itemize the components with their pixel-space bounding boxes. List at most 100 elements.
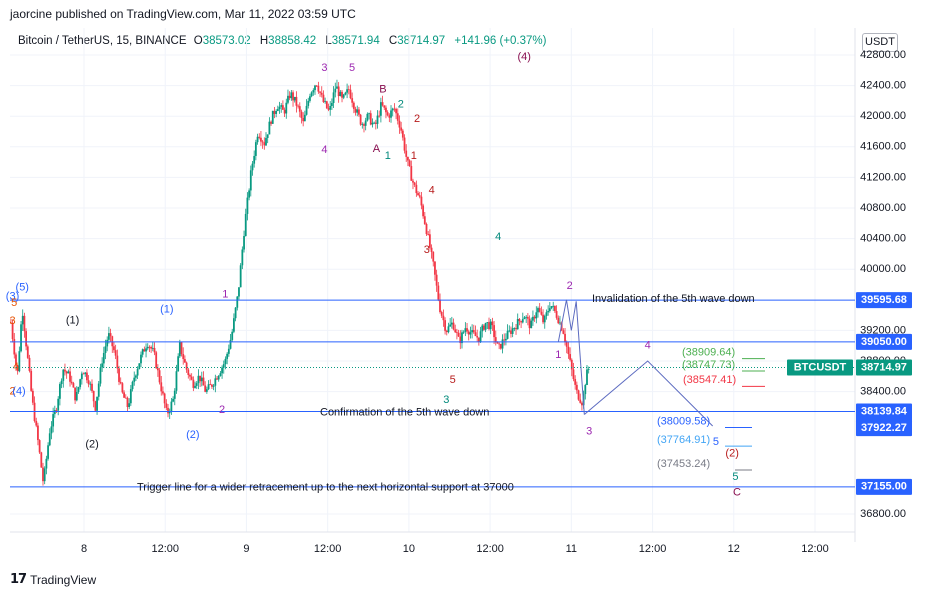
candle-body <box>249 170 252 191</box>
candle-body <box>307 100 310 106</box>
candle-body <box>106 339 109 347</box>
candle-body <box>297 105 300 107</box>
candle-body <box>253 155 256 164</box>
candle-body <box>553 305 556 312</box>
candle-body <box>121 383 124 393</box>
candle-body <box>520 321 523 323</box>
wave-label: 2 <box>219 404 225 416</box>
candle-body <box>200 377 203 382</box>
target-label: (37453.24) <box>657 458 710 470</box>
candle-body <box>38 440 41 453</box>
target-label: (37764.91) <box>657 434 710 446</box>
candle-body <box>454 329 457 333</box>
candle-body <box>241 249 244 266</box>
candle-body <box>148 346 151 348</box>
candle-body <box>493 325 495 338</box>
candle-body <box>155 352 158 369</box>
candle-body <box>432 251 435 262</box>
candle-body <box>513 327 516 329</box>
candle-body <box>330 102 333 106</box>
candle-body <box>300 111 303 118</box>
candle-body <box>386 112 389 116</box>
candle-body <box>28 357 31 371</box>
candle-body <box>52 414 55 427</box>
candle-body <box>447 326 450 333</box>
candle-body <box>390 110 392 118</box>
wave-label: 5 <box>732 471 738 483</box>
candle-body <box>393 108 396 110</box>
candle-body <box>586 369 588 386</box>
candle-body <box>214 378 217 386</box>
candle-body <box>456 332 458 334</box>
wave-label: (2) <box>186 429 199 441</box>
candle-body <box>483 325 485 330</box>
candle-body <box>371 122 374 125</box>
wave-label: 5 <box>450 374 456 386</box>
wave-label: (1) <box>160 304 173 316</box>
candle-body <box>177 356 180 372</box>
candle-body <box>129 389 132 404</box>
projection-path <box>584 360 714 427</box>
candle-body <box>211 384 213 387</box>
candle-body <box>140 354 142 364</box>
candle-body <box>268 121 271 135</box>
candle-body <box>254 142 257 156</box>
wave-label: 2 <box>414 113 420 125</box>
x-tick-label: 12 <box>728 543 740 555</box>
x-tick-label: 12:00 <box>801 543 829 555</box>
x-tick-label: 12:00 <box>476 543 504 555</box>
candle-body <box>314 85 316 91</box>
candle-body <box>547 310 550 313</box>
candle-body <box>251 163 254 171</box>
candle-body <box>373 122 376 124</box>
candle-body <box>422 205 425 217</box>
symbol-name[interactable]: Bitcoin / TetherUS, 15, BINANCE <box>18 35 187 47</box>
candle-body <box>131 381 134 390</box>
candle-body <box>366 113 369 121</box>
candle-body <box>219 373 222 376</box>
candle-body <box>526 316 529 319</box>
candle-body <box>256 136 259 143</box>
candle-body <box>101 363 104 368</box>
open-label: O <box>193 35 203 47</box>
wave-label: 3 <box>424 244 430 256</box>
candle-body <box>542 314 544 323</box>
candle-body <box>35 421 38 426</box>
candle-body <box>133 377 136 382</box>
horizontal-line-label: Confirmation of the 5th wave down <box>320 406 489 418</box>
candle-body <box>275 110 278 114</box>
candle-body <box>182 354 185 360</box>
target-label: (38909.64) <box>682 347 735 359</box>
candle-body <box>21 315 24 325</box>
x-tick-label: 8 <box>81 543 87 555</box>
candle-body <box>383 105 386 108</box>
candle-body <box>62 369 65 381</box>
candle-body <box>13 339 16 355</box>
candle-body <box>361 124 364 125</box>
high-value: 38858.42 <box>268 35 317 47</box>
candle-body <box>271 110 274 124</box>
wave-label: 2 <box>9 386 15 398</box>
wave-label: (4) <box>517 51 530 63</box>
wave-label: 1 <box>385 150 391 162</box>
candle-body <box>325 101 328 109</box>
candle-body <box>64 369 66 372</box>
candle-body <box>575 384 578 391</box>
candle-body <box>413 182 416 185</box>
candle-body <box>457 332 460 337</box>
currency-button[interactable]: USDT <box>862 33 898 52</box>
candle-body <box>91 383 93 391</box>
candle-body <box>212 385 215 387</box>
candle-body <box>173 390 176 399</box>
candle-body <box>172 398 174 402</box>
candle-body <box>363 124 365 126</box>
candle-body <box>334 88 337 93</box>
candle-body <box>97 383 100 397</box>
open-value: 38573.02 <box>202 35 251 47</box>
wave-label: (1) <box>66 314 79 326</box>
candle-body <box>276 109 279 111</box>
candle-body <box>452 322 455 330</box>
candle-body <box>287 95 289 103</box>
wave-label: 2 <box>567 280 573 292</box>
